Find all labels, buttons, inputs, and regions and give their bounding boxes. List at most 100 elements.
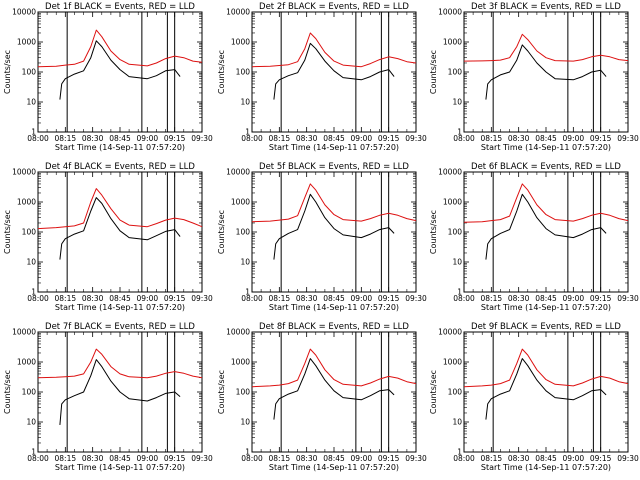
y-tick-label: 100 bbox=[22, 388, 37, 397]
x-tick-label: 09:30 bbox=[191, 294, 213, 303]
y-tick-label: 10000 bbox=[12, 8, 36, 17]
x-tick-label: 09:00 bbox=[137, 454, 159, 463]
x-tick-label: 09:00 bbox=[351, 454, 373, 463]
y-tick-label: 1000 bbox=[231, 198, 250, 207]
lld-series-line bbox=[37, 348, 203, 379]
y-tick-label: 100 bbox=[236, 228, 251, 237]
lld-series-line bbox=[251, 183, 417, 223]
x-tick-label: 08:45 bbox=[323, 294, 345, 303]
plot-title: Det 2f BLACK = Events, RED = LLD bbox=[259, 2, 409, 12]
y-tick-label: 1000 bbox=[443, 358, 462, 367]
x-axis-label: Start Time (14-Sep-11 07:57:20) bbox=[269, 143, 399, 152]
plot-axes-box bbox=[37, 171, 203, 293]
x-tick-label: 09:00 bbox=[563, 134, 585, 143]
x-tick-label: 08:45 bbox=[535, 294, 557, 303]
x-tick-label: 08:45 bbox=[109, 454, 131, 463]
plot-title: Det 4f BLACK = Events, RED = LLD bbox=[45, 162, 195, 172]
x-tick-label: 08:30 bbox=[82, 454, 104, 463]
y-tick-label: 1 bbox=[457, 288, 462, 297]
y-tick-label: 1 bbox=[457, 448, 462, 457]
x-axis-label: Start Time (14-Sep-11 07:57:20) bbox=[55, 303, 185, 312]
x-tick-label: 09:00 bbox=[351, 134, 373, 143]
x-tick-label: 08:15 bbox=[55, 454, 77, 463]
lld-series-line bbox=[463, 33, 629, 62]
x-tick-label: 08:15 bbox=[269, 454, 291, 463]
detector-plot-5: Det 5f BLACK = Events, RED = LLD 1 10 100 10… bbox=[217, 162, 427, 312]
x-tick-label: 08:00 bbox=[27, 134, 49, 143]
lld-series-line bbox=[37, 188, 203, 230]
x-tick-label: 08:00 bbox=[241, 454, 263, 463]
y-axis-label: Counts/sec bbox=[429, 50, 438, 94]
y-axis-label: Counts/sec bbox=[429, 210, 438, 254]
x-tick-label: 08:45 bbox=[535, 454, 557, 463]
y-tick-label: 10 bbox=[452, 418, 462, 427]
y-tick-label: 1 bbox=[31, 288, 36, 297]
y-tick-label: 1 bbox=[31, 128, 36, 137]
x-tick-label: 08:15 bbox=[481, 454, 503, 463]
y-tick-label: 10 bbox=[452, 258, 462, 267]
lld-series-line bbox=[463, 183, 629, 223]
y-tick-label: 1 bbox=[31, 448, 36, 457]
x-axis-label: Start Time (14-Sep-11 07:57:20) bbox=[55, 143, 185, 152]
y-tick-label: 10 bbox=[452, 98, 462, 107]
x-tick-label: 09:00 bbox=[351, 294, 373, 303]
y-tick-label: 100 bbox=[236, 388, 251, 397]
y-tick-label: 10 bbox=[26, 98, 36, 107]
x-tick-label: 09:15 bbox=[164, 294, 186, 303]
y-tick-label: 10 bbox=[240, 98, 250, 107]
x-tick-label: 08:45 bbox=[109, 294, 131, 303]
events-series-line bbox=[273, 193, 395, 260]
lld-series-line bbox=[251, 32, 417, 68]
x-axis-label: Start Time (14-Sep-11 07:57:20) bbox=[55, 463, 185, 472]
x-tick-label: 09:15 bbox=[378, 134, 400, 143]
plot-title: Det 6f BLACK = Events, RED = LLD bbox=[471, 162, 621, 172]
y-tick-label: 1000 bbox=[17, 38, 36, 47]
y-tick-label: 10000 bbox=[226, 328, 250, 337]
events-series-line bbox=[485, 193, 607, 260]
plot-axes-box bbox=[463, 171, 629, 293]
x-tick-label: 08:15 bbox=[269, 294, 291, 303]
x-tick-label: 08:30 bbox=[508, 454, 530, 463]
x-tick-label: 09:00 bbox=[137, 134, 159, 143]
x-tick-label: 08:45 bbox=[535, 134, 557, 143]
x-tick-label: 08:00 bbox=[27, 454, 49, 463]
x-tick-label: 08:15 bbox=[481, 294, 503, 303]
plot-axes-box bbox=[251, 171, 417, 293]
y-tick-label: 1 bbox=[457, 128, 462, 137]
y-axis-label: Counts/sec bbox=[3, 50, 12, 94]
detector-plot-3: Det 3f BLACK = Events, RED = LLD 1 10 100 10… bbox=[429, 2, 639, 152]
y-tick-label: 10 bbox=[26, 418, 36, 427]
y-tick-label: 1 bbox=[245, 128, 250, 137]
x-tick-label: 08:30 bbox=[296, 454, 318, 463]
y-axis-label: Counts/sec bbox=[217, 370, 226, 414]
x-tick-label: 08:15 bbox=[269, 134, 291, 143]
x-axis-label: Start Time (14-Sep-11 07:57:20) bbox=[269, 463, 399, 472]
y-tick-label: 10000 bbox=[226, 168, 250, 177]
y-tick-label: 1000 bbox=[17, 358, 36, 367]
x-tick-label: 09:15 bbox=[590, 134, 612, 143]
x-tick-label: 08:30 bbox=[82, 294, 104, 303]
plot-axes-box bbox=[37, 11, 203, 133]
lld-series-line bbox=[463, 348, 629, 388]
detector-plot-1: Det 1f BLACK = Events, RED = LLD 1 10 100 10… bbox=[3, 2, 213, 152]
y-tick-label: 10000 bbox=[226, 8, 250, 17]
plot-title: Det 7f BLACK = Events, RED = LLD bbox=[45, 322, 195, 332]
x-axis-label: Start Time (14-Sep-11 07:57:20) bbox=[269, 303, 399, 312]
plot-title: Det 5f BLACK = Events, RED = LLD bbox=[259, 162, 409, 172]
events-series-line bbox=[59, 197, 181, 260]
x-tick-label: 09:30 bbox=[617, 454, 639, 463]
y-tick-label: 10000 bbox=[438, 8, 462, 17]
x-tick-label: 08:00 bbox=[241, 294, 263, 303]
lld-series-line bbox=[37, 29, 203, 68]
y-axis-label: Counts/sec bbox=[429, 370, 438, 414]
y-tick-label: 100 bbox=[236, 68, 251, 77]
x-tick-label: 08:45 bbox=[323, 454, 345, 463]
x-tick-label: 09:30 bbox=[617, 134, 639, 143]
x-tick-label: 08:00 bbox=[27, 294, 49, 303]
x-tick-label: 08:15 bbox=[55, 134, 77, 143]
x-tick-label: 08:30 bbox=[82, 134, 104, 143]
y-tick-label: 10000 bbox=[438, 168, 462, 177]
x-tick-label: 09:15 bbox=[590, 454, 612, 463]
y-tick-label: 10 bbox=[26, 258, 36, 267]
y-axis-label: Counts/sec bbox=[217, 210, 226, 254]
